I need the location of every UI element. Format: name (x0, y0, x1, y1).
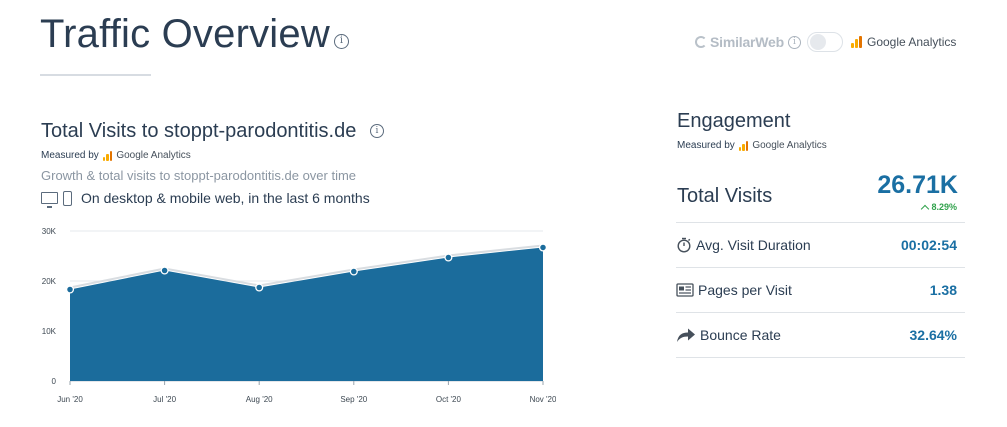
pages-icon (676, 282, 694, 297)
bounce-arrow-icon (677, 328, 695, 342)
divider (676, 267, 965, 268)
total-visits-change: 8.29% (921, 202, 957, 213)
data-point (349, 267, 358, 276)
measured-by-source: Google Analytics (116, 150, 191, 161)
similarweb-label[interactable]: SimilarWeb (710, 34, 784, 50)
mobile-icon (63, 190, 72, 206)
x-tick-label: Oct '20 (436, 395, 462, 404)
source-toggle-switch[interactable] (807, 32, 843, 52)
google-analytics-logo-icon (851, 36, 862, 48)
data-point (160, 266, 169, 275)
x-tick-label: Nov '20 (530, 395, 556, 404)
google-analytics-label[interactable]: Google Analytics (867, 35, 957, 49)
info-icon[interactable]: i (370, 124, 384, 138)
google-analytics-logo-icon (102, 150, 113, 161)
metric-value: 00:02:54 (900, 237, 957, 253)
title-underline (40, 74, 151, 76)
measured-by: Measured by Google Analytics (41, 150, 191, 161)
divider (676, 357, 965, 358)
visits-card-subtitle: Growth & total visits to stoppt-parodont… (41, 168, 357, 183)
y-tick-label: 30K (42, 227, 57, 236)
total-visits-label: Total Visits (677, 185, 773, 207)
x-tick-label: Sep '20 (340, 395, 367, 404)
metric-label: Pages per Visit (698, 282, 792, 298)
measured-by-prefix: Measured by (41, 150, 99, 161)
visits-area-chart: 0 10K 20K 30K Jun '20 Jul '20 Aug '20 Sep '20 Oc… (42, 227, 556, 404)
measured-by-prefix: Measured by (677, 140, 735, 151)
metric-value: 32.64% (909, 327, 957, 343)
page-title: Traffic Overview (40, 12, 330, 56)
data-point (255, 283, 264, 292)
scope-text: On desktop & mobile web, in the last 6 m… (81, 190, 370, 206)
y-tick-label: 0 (52, 377, 57, 386)
similarweb-logo-icon (695, 36, 707, 48)
metric-value: 1.38 (929, 282, 957, 298)
x-tick-label: Aug '20 (246, 395, 273, 404)
metric-label: Avg. Visit Duration (696, 237, 811, 253)
data-point (538, 243, 548, 252)
metric-row-avg-visit-duration: Avg. Visit Duration 00:02:54 (676, 223, 965, 267)
visits-card-title: Total Visits to stoppt-parodontitis.de (41, 120, 357, 142)
y-tick-label: 20K (42, 277, 57, 286)
data-point (444, 253, 453, 262)
measured-by: Measured by Google Analytics (677, 140, 827, 151)
x-tick-label: Jun '20 (57, 395, 83, 404)
stopwatch-icon (677, 237, 691, 253)
total-visits-change-value: 8.29% (931, 202, 957, 212)
desktop-icon (41, 192, 58, 208)
metric-row-pages-per-visit: Pages per Visit 1.38 (676, 268, 965, 312)
measured-by-source: Google Analytics (752, 140, 827, 151)
total-visits-value: 26.71K (877, 171, 958, 199)
traffic-scope: On desktop & mobile web, in the last 6 m… (41, 190, 370, 208)
y-tick-label: 10K (42, 327, 57, 336)
x-tick-label: Jul '20 (153, 395, 176, 404)
toggle-knob (810, 34, 826, 50)
divider (676, 312, 965, 313)
google-analytics-logo-icon (738, 140, 749, 151)
series-highlight-line (69, 244, 544, 289)
up-arrow-icon (921, 204, 930, 213)
data-point (65, 285, 75, 294)
divider (676, 222, 965, 223)
metric-label: Bounce Rate (700, 327, 781, 343)
total-visits-area (70, 247, 543, 381)
metric-row-bounce-rate: Bounce Rate 32.64% (676, 313, 965, 357)
info-icon[interactable]: i (334, 34, 349, 49)
info-icon[interactable]: i (788, 35, 801, 49)
data-source-toggle: SimilarWeb i Google Analytics (695, 30, 956, 54)
engagement-title: Engagement (677, 110, 791, 132)
